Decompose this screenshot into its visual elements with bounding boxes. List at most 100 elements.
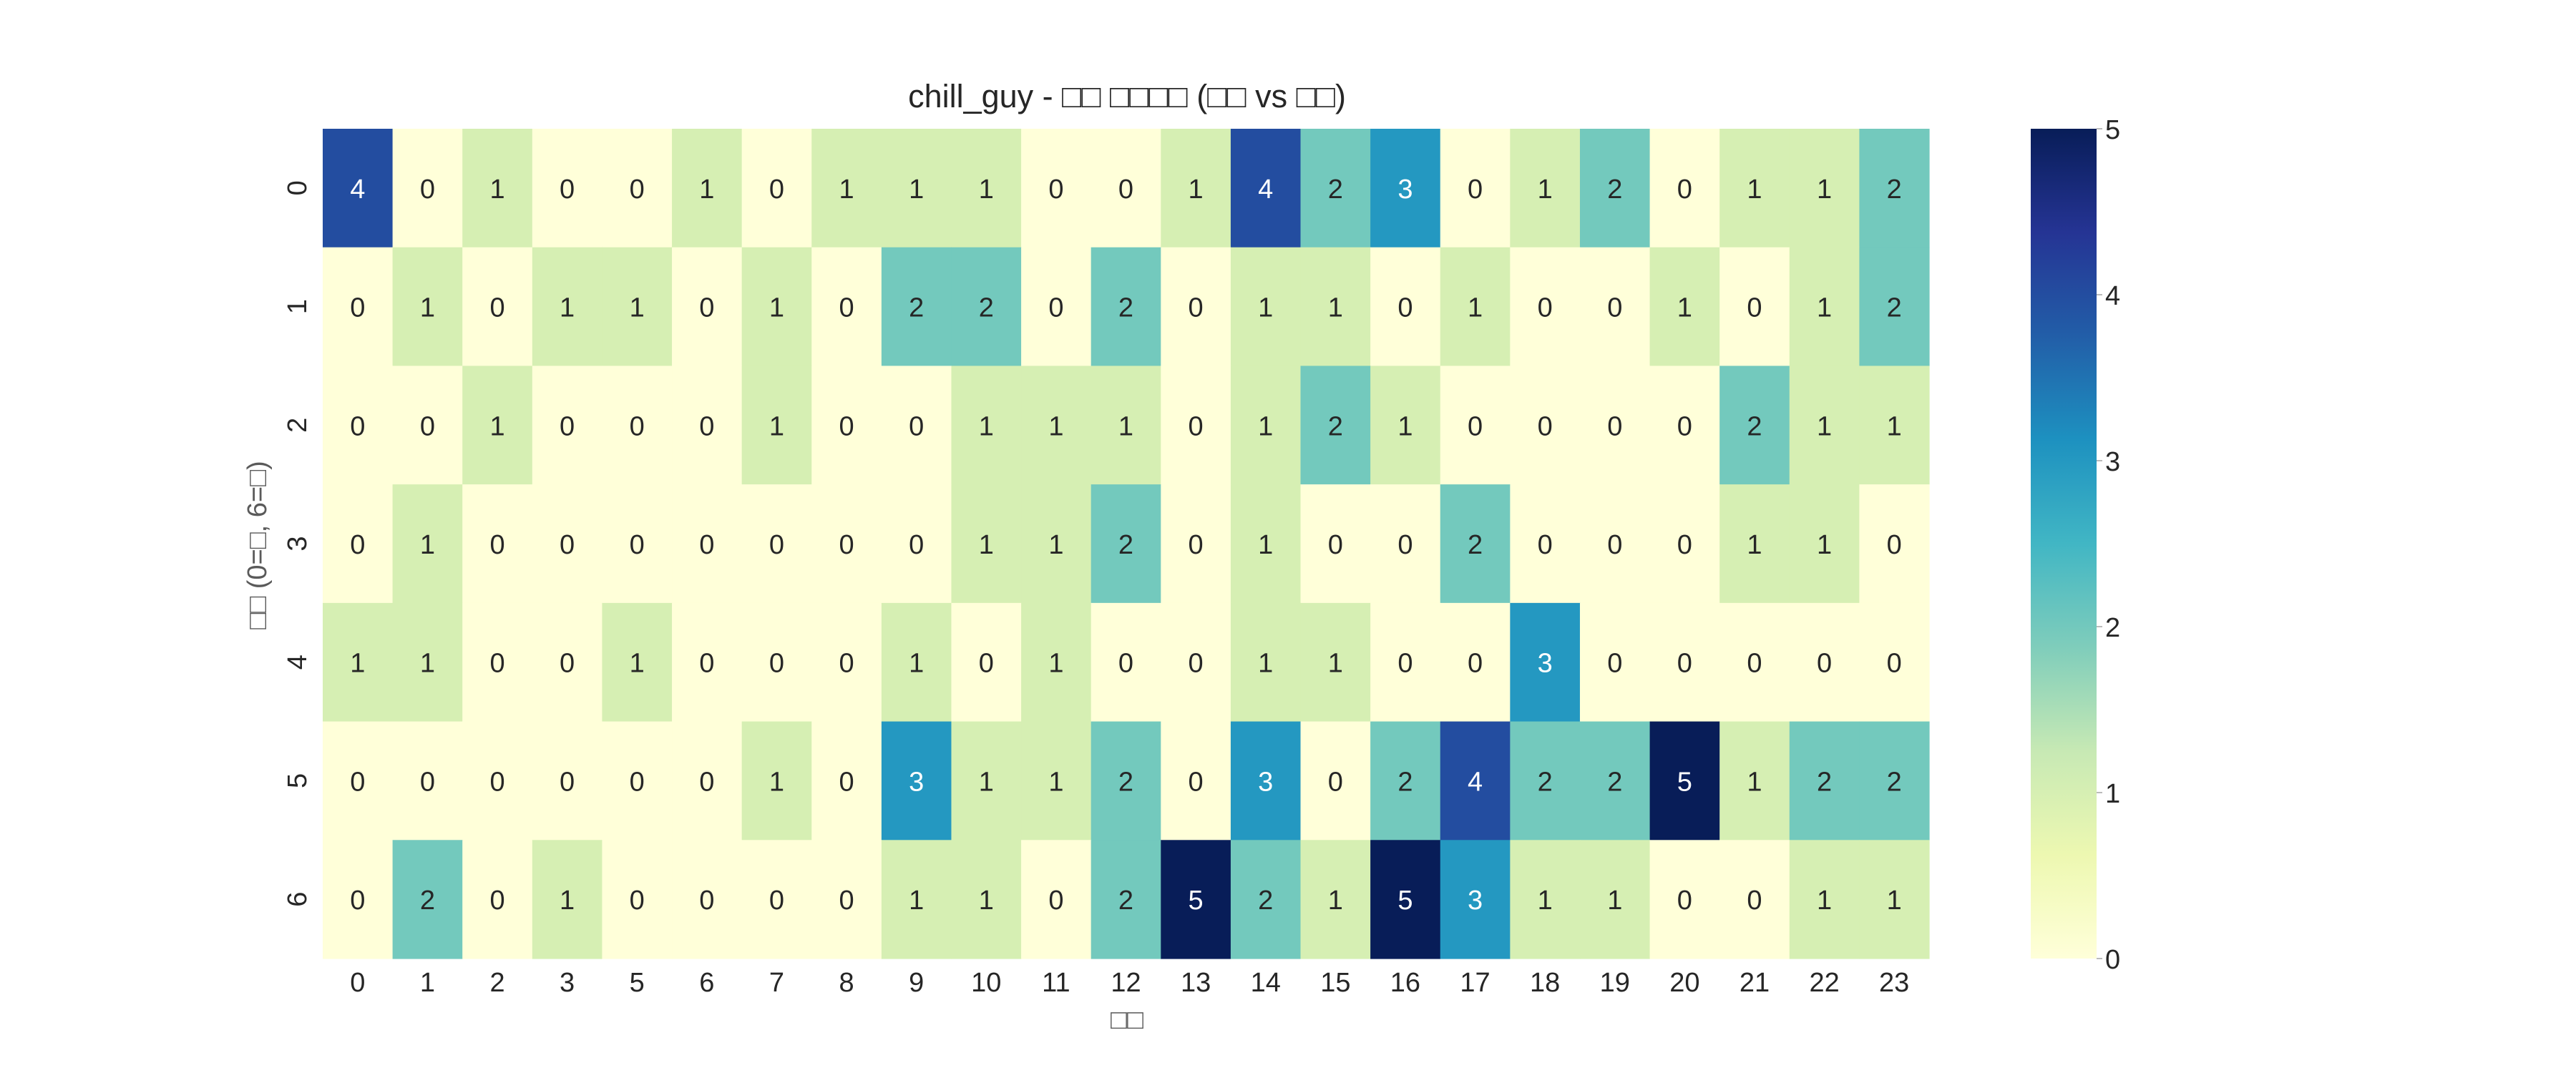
heatmap-cell-label: 0 [909,530,924,560]
heatmap-cell [672,247,743,367]
heatmap-cell-label: 0 [630,175,645,205]
heatmap-cell-label: 4 [1468,767,1483,797]
heatmap-cell-label: 1 [1887,886,1902,916]
heatmap-cell-label: 0 [699,293,714,323]
heatmap-cell [1859,721,1930,841]
y-tick-label: 6 [283,892,313,907]
heatmap-cell [1719,484,1790,604]
heatmap-cell [1161,129,1231,248]
heatmap-cell-label: 1 [1538,886,1553,916]
heatmap-cell-label: 1 [839,175,854,205]
heatmap-cell-label: 0 [1677,411,1692,441]
heatmap-cell [1649,602,1720,722]
heatmap-cell-label: 5 [1677,767,1692,797]
heatmap-cell-label: 0 [489,767,504,797]
heatmap-cell-label: 1 [420,530,435,560]
heatmap-cell-label: 0 [839,293,854,323]
heatmap-cell-label: 3 [909,767,924,797]
x-tick-label: 21 [1740,968,1770,998]
heatmap-cell-label: 1 [769,293,784,323]
heatmap-cell [1161,484,1231,604]
heatmap-cell [672,129,743,248]
heatmap-cell-label: 1 [979,530,994,560]
heatmap-cell [672,366,743,485]
heatmap-cell-label: 1 [1048,649,1063,679]
heatmap-cell [741,247,812,367]
heatmap-cell [1300,247,1371,367]
heatmap-cell-label: 0 [839,530,854,560]
heatmap-cell-label: 0 [769,530,784,560]
heatmap-cell [1021,484,1092,604]
heatmap-cell [602,366,673,485]
heatmap-cell [881,602,952,722]
heatmap-cell-label: 1 [979,886,994,916]
heatmap-cell [811,366,882,485]
y-axis-ticks: 0 1 2 3 4 5 6 [283,180,313,906]
heatmap-cell [462,721,533,841]
heatmap-cell-label: 1 [1747,175,1762,205]
heatmap-cell-label: 3 [1397,175,1413,205]
heatmap-cell [532,247,603,367]
heatmap-cell [1021,602,1092,722]
heatmap-cell [462,247,533,367]
heatmap-cell-label: 2 [1887,767,1902,797]
heatmap-cell [1579,840,1651,959]
heatmap-cell-label: 0 [909,411,924,441]
heatmap-cell [462,602,533,722]
heatmap-cell-label: 0 [630,767,645,797]
heatmap-cell-label: 2 [1118,530,1133,560]
heatmap-cell [392,484,463,604]
heatmap-cell [323,247,394,367]
heatmap-cell-label: 1 [909,649,924,679]
heatmap-cell [1230,129,1302,248]
heatmap-cell [1510,129,1581,248]
heatmap-cell-label: 0 [1607,293,1622,323]
heatmap-cell [1579,366,1651,485]
heatmap-cell [1719,247,1790,367]
heatmap-cell [1510,247,1581,367]
heatmap-cell-label: 1 [1258,530,1273,560]
heatmap-cell [532,840,603,959]
heatmap-cell-label: 0 [1189,293,1204,323]
heatmap-cell [1789,484,1860,604]
x-tick-label: 13 [1181,968,1211,998]
heatmap-cell-label: 0 [699,886,714,916]
heatmap-cell-label: 0 [1817,649,1832,679]
heatmap-cell-label: 0 [420,767,435,797]
heatmap-cell [951,247,1022,367]
heatmap-cell-label: 0 [560,411,575,441]
heatmap-cell [532,721,603,841]
x-tick-label: 3 [560,968,575,998]
x-tick-label: 15 [1320,968,1350,998]
heatmap-cell-label: 5 [1189,886,1204,916]
heatmap-cell-label: 0 [839,411,854,441]
heatmap-cell [1161,602,1231,722]
heatmap-cell [1719,366,1790,485]
heatmap-cell-label: 1 [909,886,924,916]
heatmap-cell-label: 1 [489,175,504,205]
heatmap-cell [741,484,812,604]
heatmap-cell [1719,602,1790,722]
heatmap-cell-label: 2 [1328,175,1343,205]
heatmap-cell-label: 1 [489,411,504,441]
heatmap-cell-label: 0 [699,767,714,797]
heatmap-cell-label: 4 [350,175,365,205]
x-tick-label: 7 [769,968,784,998]
heatmap-cell [1021,840,1092,959]
heatmap-cell-label: 1 [1538,175,1553,205]
heatmap-cell-label: 0 [1328,767,1343,797]
heatmap-cell-label: 1 [1328,293,1343,323]
heatmap-cell-label: 0 [1468,411,1483,441]
heatmap-cell-label: 0 [630,886,645,916]
heatmap-cell-label: 0 [350,293,365,323]
heatmap-cell-label: 2 [420,886,435,916]
heatmap-cell-label: 3 [1538,649,1553,679]
colorbar [2031,129,2097,959]
heatmap-cell-label: 2 [909,293,924,323]
heatmap-cell-label: 0 [1189,649,1204,679]
heatmap-cell [672,602,743,722]
x-tick-label: 1 [420,968,435,998]
heatmap-cell [323,366,394,485]
heatmap-cell-label: 0 [489,530,504,560]
heatmap-cell [1510,840,1581,959]
